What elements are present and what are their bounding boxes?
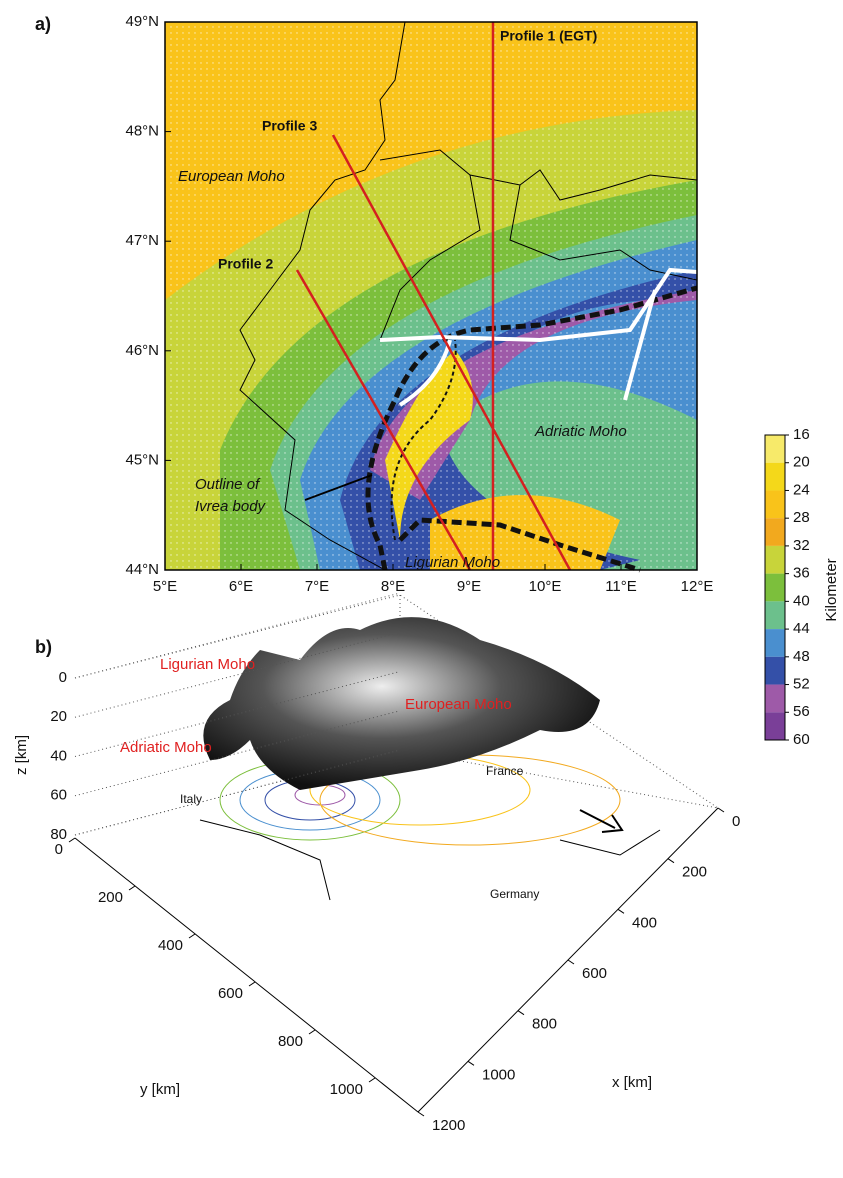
place-label: Germany <box>490 887 539 901</box>
y-tick-label: 1000 <box>330 1081 363 1098</box>
colorbar-tick-label: 56 <box>793 703 810 720</box>
z-tick-label: 20 <box>50 708 67 725</box>
y-tick-label: 600 <box>218 985 243 1002</box>
z-tick-label: 60 <box>50 787 67 804</box>
colorbar-label: Kilometer <box>823 558 840 621</box>
y-tick-label: 49°N <box>125 13 159 30</box>
annotation: Ligurian Moho <box>405 554 500 571</box>
annotation: Ligurian Moho <box>160 656 255 673</box>
annotation: European Moho <box>405 696 512 713</box>
colorbar-tick-label: 20 <box>793 454 810 471</box>
colorbar-tick-label: 36 <box>793 565 810 582</box>
color-band <box>765 629 785 657</box>
place-label: France <box>486 764 524 778</box>
color-band <box>765 574 785 602</box>
colorbar-tick-label: 28 <box>793 509 810 526</box>
color-band <box>765 463 785 491</box>
x-tick-label: 11°E <box>605 578 637 595</box>
axis-label: z [km] <box>13 735 30 775</box>
x-tick-label: 8°E <box>381 578 405 595</box>
y-tick-label: 0 <box>55 841 63 858</box>
x-tick-label: 7°E <box>305 578 329 595</box>
colorbar-tick-label: 32 <box>793 537 810 554</box>
annotation: Ivrea body <box>195 498 267 515</box>
y-tick-label: 44°N <box>125 561 159 578</box>
tick <box>568 960 574 964</box>
place-label: Italy <box>180 792 202 806</box>
profile-label: Profile 3 <box>262 118 317 134</box>
x-tick-label: 12°E <box>681 578 714 595</box>
tick <box>618 909 624 913</box>
y-tick-label: 400 <box>158 937 183 954</box>
tick <box>309 1030 315 1034</box>
color-band <box>765 712 785 740</box>
tick <box>518 1011 524 1015</box>
moho-surface <box>203 617 600 790</box>
panel-label: b) <box>35 637 52 657</box>
tick <box>468 1061 474 1065</box>
z-tick-label: 40 <box>50 747 67 764</box>
color-band <box>765 657 785 685</box>
color-band <box>765 546 785 574</box>
tick <box>369 1078 375 1082</box>
x-tick-label: 800 <box>532 1016 557 1033</box>
color-band <box>765 601 785 629</box>
axis-line <box>418 808 718 1112</box>
x-tick-label: 400 <box>632 914 657 931</box>
x-tick-label: 10°E <box>529 578 562 595</box>
panel-label: a) <box>35 14 51 34</box>
colorbar-tick-label: 48 <box>793 648 810 665</box>
axis-line <box>75 838 418 1112</box>
y-tick-label: 47°N <box>125 232 159 249</box>
contours <box>200 755 660 900</box>
profile-label: Profile 2 <box>218 256 273 272</box>
figure: a) Profile 1 (EGT) Profile 2 Profile 3 E… <box>0 0 843 1173</box>
x-tick-label: 0 <box>732 813 740 830</box>
annotation: Adriatic Moho <box>534 423 627 440</box>
tick <box>189 934 195 938</box>
colorbar-tick-label: 16 <box>793 426 810 443</box>
z-tick-label: 0 <box>59 669 67 686</box>
x-tick-label: 600 <box>582 965 607 982</box>
tick <box>249 982 255 986</box>
color-band <box>765 435 785 463</box>
colorbar-tick-label: 40 <box>793 592 810 609</box>
y-tick-label: 800 <box>278 1033 303 1050</box>
y-tick-label: 200 <box>98 889 123 906</box>
annotation: Outline of <box>195 476 261 493</box>
axis-label: y [km] <box>140 1081 180 1098</box>
x-tick-label: 1200 <box>432 1117 465 1134</box>
tick <box>718 808 724 812</box>
tick <box>129 886 135 890</box>
profile-label: Profile 1 (EGT) <box>500 28 597 44</box>
x-tick-label: 6°E <box>229 578 253 595</box>
tick <box>69 838 75 842</box>
color-band <box>765 518 785 546</box>
color-band <box>765 685 785 713</box>
tick <box>418 1112 424 1116</box>
x-tick-label: 200 <box>682 864 707 881</box>
color-band <box>765 490 785 518</box>
x-tick-label: 9°E <box>457 578 481 595</box>
y-tick-label: 48°N <box>125 123 159 140</box>
x-tick-label: 1000 <box>482 1066 515 1083</box>
axis-label: x [km] <box>612 1074 652 1091</box>
colorbar-tick-label: 60 <box>793 731 810 748</box>
colorbar-tick-label: 24 <box>793 481 810 498</box>
tick <box>668 859 674 863</box>
colorbar-tick-label: 52 <box>793 676 810 693</box>
x-tick-label: 5°E <box>153 578 177 595</box>
y-tick-label: 46°N <box>125 342 159 359</box>
colorbar-tick-label: 44 <box>793 620 810 637</box>
y-tick-label: 45°N <box>125 451 159 468</box>
annotation: European Moho <box>178 168 285 185</box>
